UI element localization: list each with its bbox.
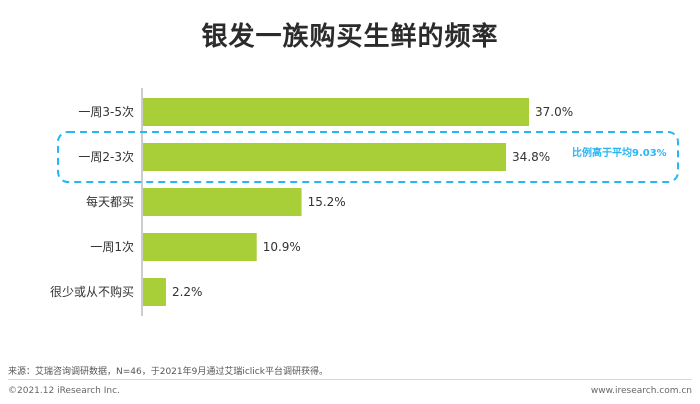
chart-title: 银发一族购买生鲜的频率 bbox=[201, 22, 499, 52]
bar bbox=[143, 143, 507, 171]
source-note: 来源：艾瑞咨询调研数据，N=46，于2021年9月通过艾瑞iclick平台调研获… bbox=[8, 367, 328, 377]
value-label: 10.9% bbox=[263, 240, 301, 254]
value-label: 15.2% bbox=[308, 195, 346, 209]
category-label: 一周2-3次 bbox=[78, 150, 134, 164]
website-url: www.iresearch.com.cn bbox=[590, 386, 692, 396]
value-label: 2.2% bbox=[172, 285, 203, 299]
copyright-text: ©2021.12 iResearch Inc. bbox=[8, 386, 120, 396]
category-label: 一周3-5次 bbox=[78, 105, 134, 119]
bar bbox=[143, 188, 302, 216]
highlight-box bbox=[57, 131, 679, 183]
category-label: 一周1次 bbox=[90, 240, 134, 254]
bar bbox=[143, 278, 166, 306]
category-label: 很少或从不购买 bbox=[50, 284, 134, 299]
bar-chart: 一周3-5次 37.0% 一周2-3次 34.8% 每天都买 15.2% 一周1次 10.9%… bbox=[50, 88, 679, 316]
category-label: 每天都买 bbox=[86, 194, 134, 209]
footer-divider bbox=[8, 379, 692, 380]
bar bbox=[143, 98, 529, 126]
bar bbox=[143, 233, 257, 261]
value-label: 34.8% bbox=[512, 150, 550, 164]
highlight-annotation: 比例高于平均9.03% bbox=[572, 146, 667, 159]
value-label: 37.0% bbox=[535, 105, 573, 119]
